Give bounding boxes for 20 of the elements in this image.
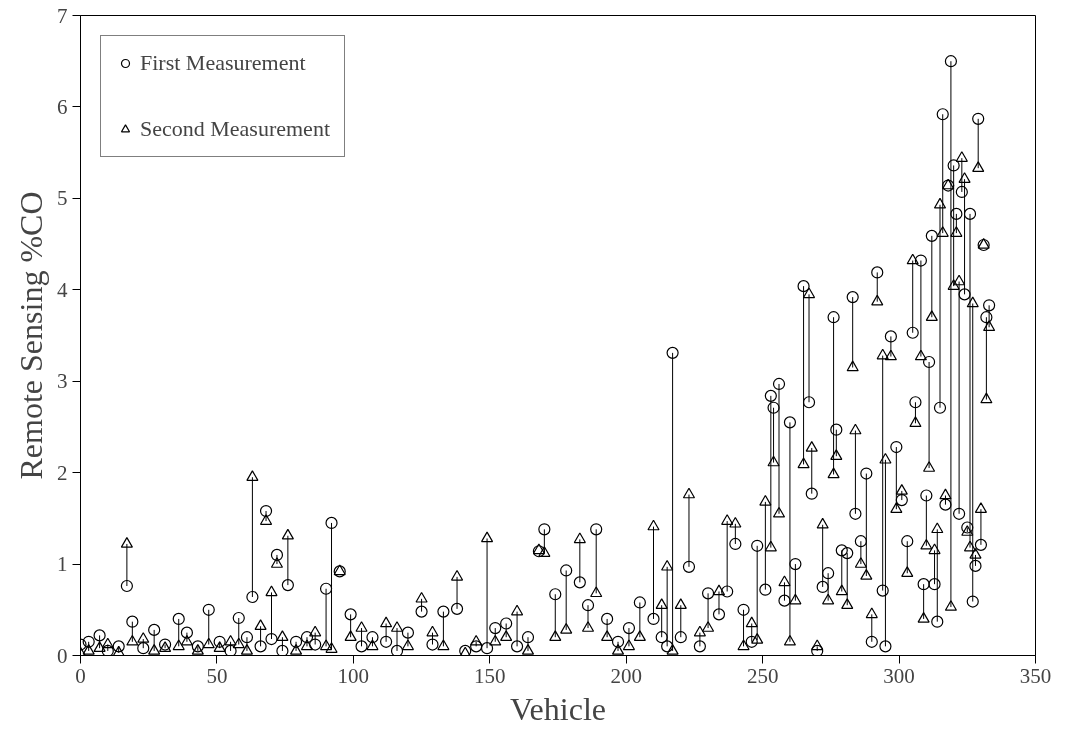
y-tick-label: 4 bbox=[57, 277, 68, 302]
x-tick-label: 250 bbox=[746, 663, 779, 688]
y-tick-label: 6 bbox=[57, 94, 68, 119]
x-axis-title: Vehicle bbox=[510, 690, 606, 727]
y-axis-title: Remote Sensing %CO bbox=[13, 191, 49, 480]
x-tick-label: 0 bbox=[75, 663, 86, 688]
y-tick-label: 0 bbox=[57, 643, 68, 668]
legend-label: Second Measurement bbox=[140, 116, 330, 142]
x-tick-label: 200 bbox=[610, 663, 642, 688]
y-tick-label: 1 bbox=[57, 552, 68, 577]
y-tick-label: 3 bbox=[57, 369, 68, 394]
x-tick-label: 150 bbox=[474, 663, 506, 688]
y-tick-label: 7 bbox=[57, 3, 68, 28]
y-tick-label: 5 bbox=[57, 186, 68, 211]
x-tick-label: 100 bbox=[337, 663, 370, 688]
x-tick-label: 50 bbox=[206, 663, 228, 688]
legend-label: First Measurement bbox=[140, 50, 306, 76]
x-tick-label: 300 bbox=[883, 663, 915, 688]
y-tick-label: 2 bbox=[57, 460, 68, 485]
x-tick-label: 350 bbox=[1019, 663, 1052, 688]
